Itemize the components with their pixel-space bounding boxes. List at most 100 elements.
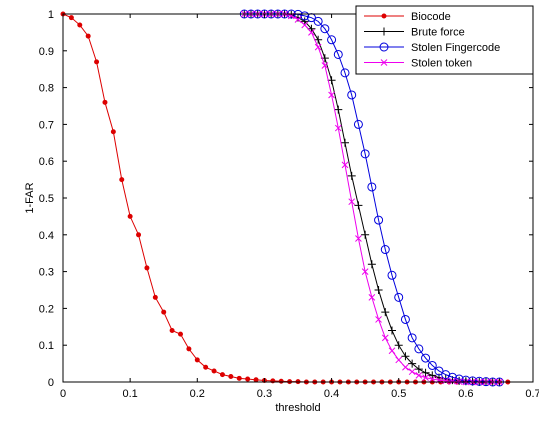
y-tick-label: 0.5 (39, 193, 54, 205)
data-point-brute-force (381, 308, 390, 317)
data-point-stolen-token (301, 21, 309, 29)
data-point-stolen-fingercode (327, 35, 337, 45)
data-point-stolen-token (321, 62, 329, 69)
data-point-biocode (110, 129, 116, 135)
data-point-stolen-token (388, 347, 396, 355)
data-point-stolen-fingercode (421, 353, 431, 363)
data-point-biocode (211, 368, 217, 374)
data-point-stolen-fingercode (300, 11, 310, 21)
data-point-stolen-token (395, 356, 403, 364)
y-tick-label: 0.7 (39, 119, 54, 131)
data-point-biocode (203, 364, 209, 370)
legend-label: Stolen Fingercode (411, 42, 500, 54)
data-point-brute-force (367, 260, 376, 269)
data-point-brute-force (408, 359, 417, 368)
data-point-stolen-token (314, 43, 322, 51)
data-point-brute-force (327, 76, 336, 85)
y-tick-label: 1 (48, 9, 54, 21)
data-point-stolen-fingercode (313, 16, 323, 26)
data-point-stolen-fingercode (347, 90, 357, 100)
x-tick-label: 0.6 (458, 388, 473, 400)
data-point-stolen-fingercode (461, 375, 471, 385)
data-point-stolen-fingercode (387, 270, 397, 280)
data-point-stolen-token (381, 334, 389, 342)
data-point-stolen-fingercode (468, 376, 478, 386)
legend-marker (380, 59, 388, 66)
data-point-biocode (161, 309, 167, 315)
data-point-brute-force (307, 24, 316, 33)
x-tick-label: 0.4 (324, 388, 339, 400)
data-point-stolen-token (408, 368, 416, 376)
data-point-biocode (85, 33, 91, 39)
data-point-stolen-token (442, 377, 450, 385)
data-point-biocode (278, 378, 284, 384)
legend-marker (380, 27, 388, 36)
data-point-stolen-token (402, 363, 409, 371)
legend-label: Biocode (411, 11, 451, 23)
data-point-brute-force (361, 230, 370, 239)
data-point-biocode (68, 15, 74, 21)
data-point-brute-force (334, 105, 343, 114)
data-point-brute-force (401, 352, 410, 361)
data-point-biocode (178, 331, 183, 337)
data-point-brute-force (354, 201, 363, 210)
x-tick-label: 0.3 (257, 388, 272, 400)
data-point-stolen-fingercode (320, 24, 330, 34)
data-point-brute-force (394, 341, 403, 350)
data-point-stolen-fingercode (407, 333, 417, 343)
data-point-stolen-fingercode (360, 149, 370, 159)
data-point-biocode (77, 22, 83, 28)
data-point-stolen-fingercode (367, 182, 377, 192)
data-point-biocode (169, 327, 175, 333)
data-point-brute-force (300, 17, 309, 26)
y-axis-label: 1-FAR (24, 182, 36, 213)
data-point-stolen-token (328, 91, 335, 99)
data-point-biocode (127, 213, 133, 219)
data-point-stolen-fingercode (380, 245, 390, 255)
data-point-stolen-token (375, 316, 382, 323)
y-tick-label: 0.8 (39, 83, 54, 95)
y-tick-label: 0.9 (39, 46, 54, 58)
data-point-stolen-token (355, 235, 362, 242)
y-tick-label: 0.1 (39, 340, 54, 352)
x-axis-label: threshold (275, 402, 320, 414)
legend-label: Stolen token (411, 58, 472, 70)
x-tick-label: 0.5 (391, 388, 406, 400)
data-point-stolen-fingercode (353, 119, 363, 129)
data-point-biocode (102, 99, 108, 105)
data-point-biocode (236, 375, 242, 381)
x-tick-label: 0 (60, 388, 66, 400)
data-point-stolen-token (422, 374, 429, 381)
legend-marker (381, 13, 387, 19)
data-point-stolen-token (294, 16, 302, 23)
data-point-stolen-fingercode (333, 49, 343, 59)
data-point-biocode (245, 376, 251, 382)
data-point-brute-force (428, 371, 437, 380)
data-point-stolen-fingercode (374, 215, 384, 225)
data-point-stolen-fingercode (427, 360, 437, 370)
data-point-stolen-fingercode (474, 376, 484, 386)
data-point-stolen-fingercode (340, 68, 350, 78)
data-point-brute-force (388, 326, 396, 335)
data-point-biocode (119, 177, 125, 183)
y-tick-label: 0.2 (39, 303, 54, 315)
data-point-stolen-fingercode (400, 314, 410, 324)
data-point-brute-force (374, 286, 383, 294)
data-point-biocode (253, 377, 259, 383)
legend-marker (379, 42, 389, 52)
ticks-layer: 0 0.1 0.2 0.3 0.4 0.5 0.6 0.7 0 0.1 0.2 0.3 0.4 0.5 0.… (39, 9, 539, 400)
data-point-brute-force (347, 171, 356, 180)
data-point-stolen-token (368, 294, 376, 301)
data-point-stolen-token (415, 372, 423, 379)
x-tick-label: 0.7 (525, 388, 539, 400)
data-point-stolen-token (361, 268, 369, 275)
data-point-biocode (136, 232, 142, 238)
data-point-stolen-fingercode (414, 344, 424, 354)
data-point-stolen-token (449, 377, 456, 385)
data-point-biocode (94, 59, 100, 65)
data-point-biocode (186, 346, 192, 352)
data-point-stolen-fingercode (394, 292, 404, 302)
y-tick-label: 0 (48, 377, 54, 389)
y-tick-label: 0.6 (39, 156, 54, 168)
